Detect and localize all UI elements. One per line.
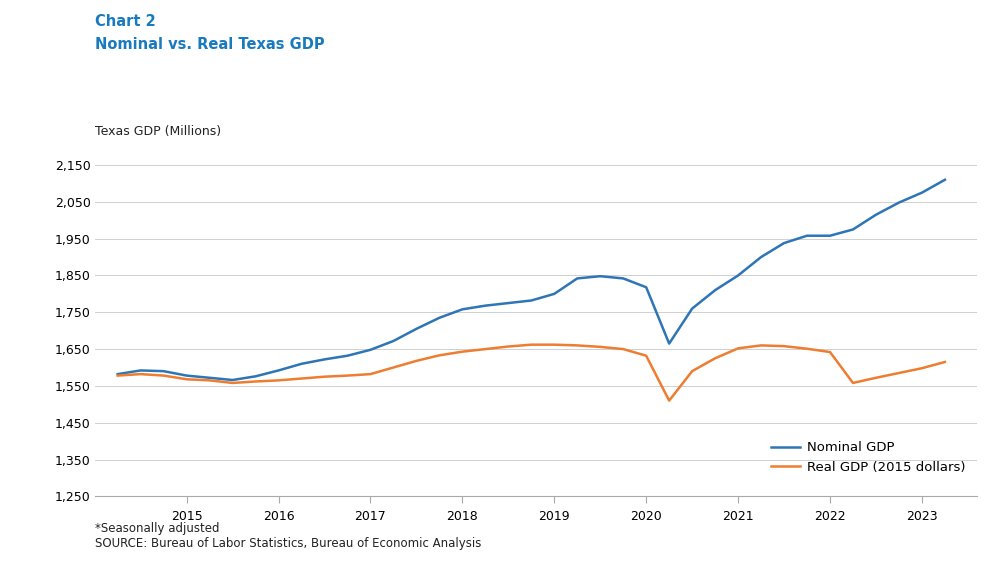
Nominal GDP <box>365 346 377 353</box>
Nominal GDP <box>249 373 261 380</box>
Real GDP (2015 dollars) <box>365 371 377 377</box>
Real GDP (2015 dollars) <box>571 342 583 349</box>
Nominal GDP <box>388 338 400 345</box>
Nominal GDP <box>548 290 560 297</box>
Real GDP (2015 dollars) <box>434 352 446 359</box>
Nominal GDP <box>112 371 124 377</box>
Text: Texas GDP (Millions): Texas GDP (Millions) <box>95 125 221 138</box>
Line: Real GDP (2015 dollars): Real GDP (2015 dollars) <box>118 345 945 400</box>
Real GDP (2015 dollars) <box>525 341 537 348</box>
Nominal GDP <box>825 232 836 239</box>
Text: *Seasonally adjusted: *Seasonally adjusted <box>95 522 219 535</box>
Real GDP (2015 dollars) <box>388 364 400 371</box>
Legend: Nominal GDP, Real GDP (2015 dollars): Nominal GDP, Real GDP (2015 dollars) <box>766 436 970 479</box>
Text: Chart 2: Chart 2 <box>95 14 156 29</box>
Nominal GDP <box>709 287 721 294</box>
Real GDP (2015 dollars) <box>295 375 307 382</box>
Real GDP (2015 dollars) <box>249 378 261 385</box>
Real GDP (2015 dollars) <box>158 372 169 379</box>
Nominal GDP <box>640 284 652 290</box>
Nominal GDP <box>916 190 928 196</box>
Nominal GDP <box>180 372 192 379</box>
Real GDP (2015 dollars) <box>755 342 767 349</box>
Real GDP (2015 dollars) <box>112 372 124 379</box>
Nominal GDP <box>502 299 514 306</box>
Nominal GDP <box>480 302 492 309</box>
Real GDP (2015 dollars) <box>916 365 928 372</box>
Nominal GDP <box>686 305 698 312</box>
Text: Nominal vs. Real Texas GDP: Nominal vs. Real Texas GDP <box>95 37 324 52</box>
Nominal GDP <box>457 306 469 312</box>
Real GDP (2015 dollars) <box>709 355 721 362</box>
Nominal GDP <box>893 199 905 206</box>
Nominal GDP <box>663 340 675 347</box>
Real GDP (2015 dollars) <box>548 341 560 348</box>
Real GDP (2015 dollars) <box>870 374 882 381</box>
Real GDP (2015 dollars) <box>180 376 192 382</box>
Line: Nominal GDP: Nominal GDP <box>118 180 945 380</box>
Real GDP (2015 dollars) <box>732 345 744 352</box>
Nominal GDP <box>939 177 951 183</box>
Nominal GDP <box>295 360 307 367</box>
Real GDP (2015 dollars) <box>825 349 836 355</box>
Nominal GDP <box>318 356 330 363</box>
Nominal GDP <box>755 254 767 261</box>
Real GDP (2015 dollars) <box>893 369 905 376</box>
Real GDP (2015 dollars) <box>939 359 951 365</box>
Real GDP (2015 dollars) <box>135 371 147 377</box>
Real GDP (2015 dollars) <box>342 372 354 379</box>
Real GDP (2015 dollars) <box>502 343 514 350</box>
Nominal GDP <box>226 377 238 384</box>
Real GDP (2015 dollars) <box>480 346 492 352</box>
Nominal GDP <box>158 368 169 374</box>
Nominal GDP <box>617 275 629 282</box>
Real GDP (2015 dollars) <box>457 349 469 355</box>
Real GDP (2015 dollars) <box>640 352 652 359</box>
Nominal GDP <box>571 275 583 282</box>
Real GDP (2015 dollars) <box>801 345 813 352</box>
Nominal GDP <box>732 272 744 279</box>
Real GDP (2015 dollars) <box>617 346 629 352</box>
Nominal GDP <box>594 273 606 280</box>
Nominal GDP <box>272 367 284 374</box>
Nominal GDP <box>411 325 423 332</box>
Real GDP (2015 dollars) <box>663 397 675 404</box>
Nominal GDP <box>434 314 446 321</box>
Real GDP (2015 dollars) <box>847 380 859 386</box>
Nominal GDP <box>847 226 859 233</box>
Real GDP (2015 dollars) <box>594 343 606 350</box>
Nominal GDP <box>801 232 813 239</box>
Real GDP (2015 dollars) <box>686 368 698 374</box>
Nominal GDP <box>342 352 354 359</box>
Real GDP (2015 dollars) <box>272 377 284 384</box>
Nominal GDP <box>870 212 882 218</box>
Real GDP (2015 dollars) <box>778 343 790 350</box>
Nominal GDP <box>778 240 790 246</box>
Real GDP (2015 dollars) <box>226 380 238 386</box>
Nominal GDP <box>525 297 537 304</box>
Nominal GDP <box>135 367 147 374</box>
Real GDP (2015 dollars) <box>411 358 423 364</box>
Real GDP (2015 dollars) <box>318 373 330 380</box>
Real GDP (2015 dollars) <box>203 377 215 384</box>
Nominal GDP <box>203 374 215 381</box>
Text: SOURCE: Bureau of Labor Statistics, Bureau of Economic Analysis: SOURCE: Bureau of Labor Statistics, Bure… <box>95 537 482 550</box>
